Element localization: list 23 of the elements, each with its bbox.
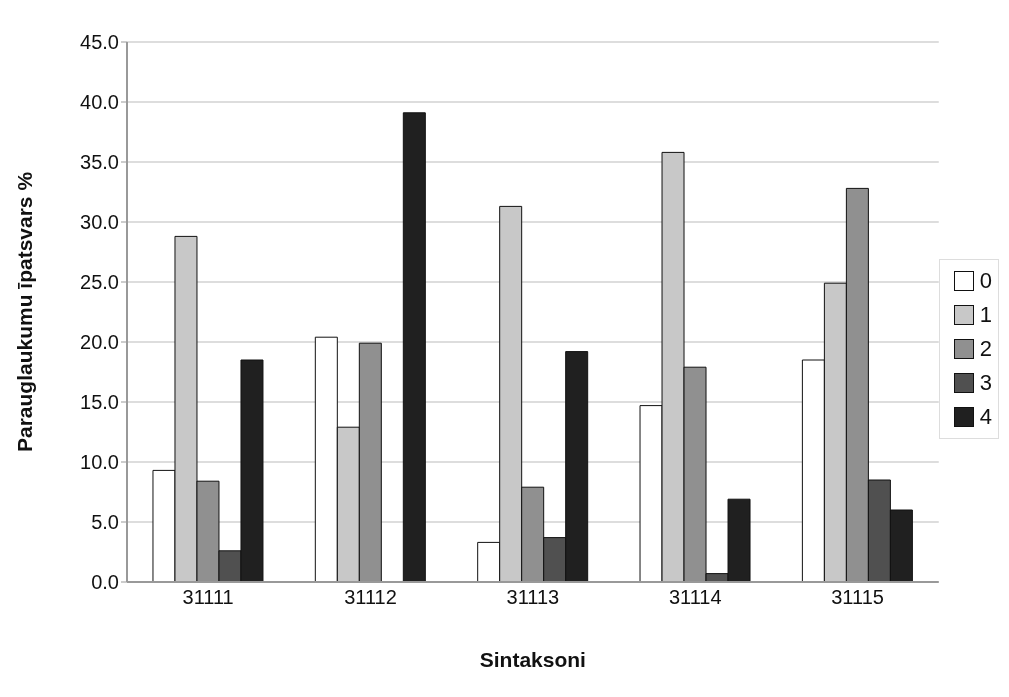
y-tick-label: 30.0 — [80, 211, 119, 234]
y-tick-label: 10.0 — [80, 451, 119, 474]
legend-label: 2 — [979, 334, 992, 363]
legend-label: 0 — [979, 266, 992, 295]
y-tick-label: 0.0 — [91, 571, 119, 594]
y-tick-label: 15.0 — [80, 391, 119, 414]
y-tick-label: 45.0 — [80, 31, 119, 54]
y-axis-title: Parauglaukumu īpatsvars % — [13, 171, 37, 453]
x-tick-label: 31111 — [182, 586, 234, 609]
y-tick-label: 5.0 — [91, 511, 119, 534]
x-tick-label: 31112 — [344, 586, 397, 609]
legend-label: 1 — [979, 300, 992, 329]
x-tick-label: 31113 — [506, 586, 560, 609]
legend-label: 4 — [979, 402, 992, 431]
x-axis-title: Sintaksoni — [479, 648, 586, 671]
x-tick-label: 31115 — [831, 586, 884, 609]
bar — [402, 112, 426, 582]
y-tick-label: 20.0 — [80, 331, 119, 354]
x-tick-label: 31114 — [668, 586, 722, 609]
y-tick-label: 40.0 — [80, 91, 119, 114]
y-tick-label: 25.0 — [80, 271, 119, 294]
y-tick-label: 35.0 — [80, 151, 119, 174]
legend-label: 3 — [979, 368, 992, 397]
